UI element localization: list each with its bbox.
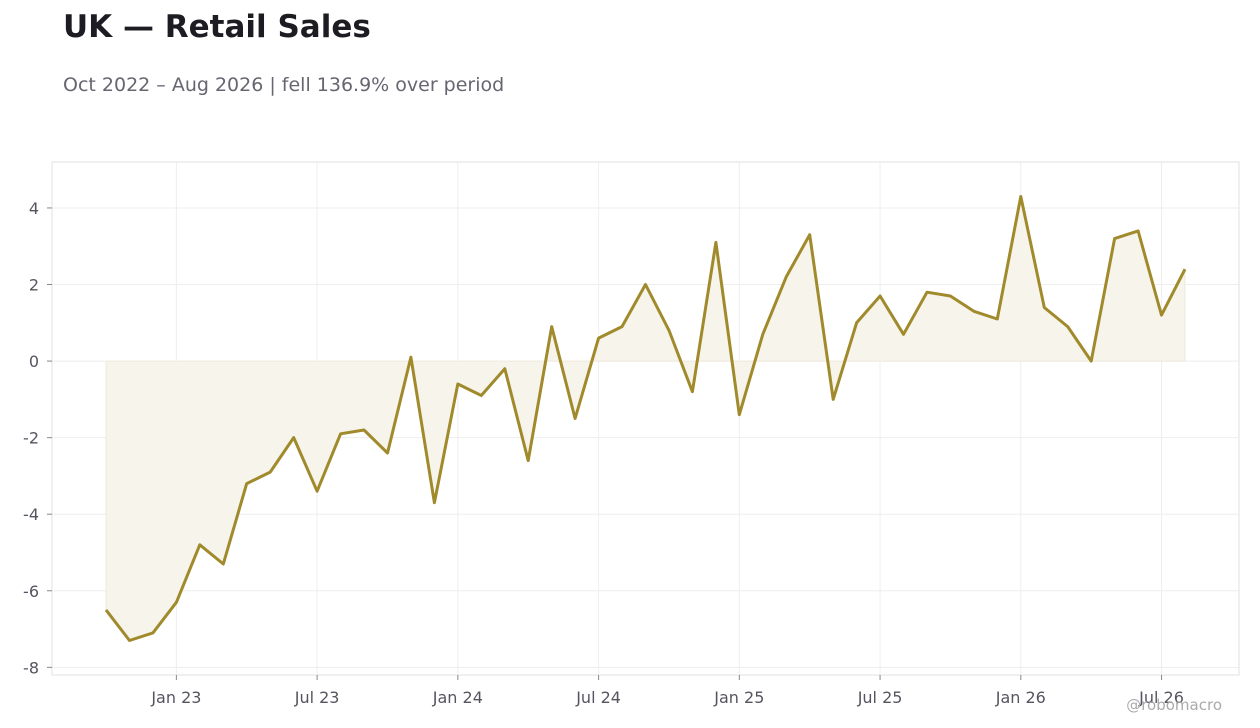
- y-tick-label: -4: [23, 505, 39, 524]
- y-tick-label: 0: [29, 352, 39, 371]
- x-tick-label: Jul 26: [1138, 688, 1184, 707]
- x-tick-label: Jan 24: [432, 688, 483, 707]
- y-tick-label: -6: [23, 582, 39, 601]
- x-tick-label: Jan 25: [713, 688, 764, 707]
- y-tick-label: 2: [29, 276, 39, 295]
- y-axis: 4 2 0 -2 -4 -6 -8: [23, 199, 52, 677]
- x-tick-label: Jan 26: [995, 688, 1046, 707]
- watermark: @robomacro: [1126, 696, 1222, 714]
- series-line: [104, 195, 1187, 642]
- series-area: [105, 196, 1186, 641]
- x-tick-label: Jul 25: [857, 688, 903, 707]
- x-tick-label: Jan 23: [150, 688, 201, 707]
- y-tick-label: -2: [23, 429, 39, 448]
- x-tick-label: Jul 24: [575, 688, 621, 707]
- chart-title: UK — Retail Sales: [63, 9, 371, 45]
- y-tick-label: 4: [29, 199, 39, 218]
- x-axis: Jan 23 Jul 23 Jan 24 Jul 24 Jan 25 Jul 25 Jan …: [150, 675, 1184, 707]
- y-tick-label: -8: [23, 658, 39, 677]
- chart-subtitle: Oct 2022 – Aug 2026 | fell 136.9% over p…: [63, 74, 505, 96]
- plot-frame: [51, 161, 1240, 676]
- x-tick-label: Jul 23: [294, 688, 340, 707]
